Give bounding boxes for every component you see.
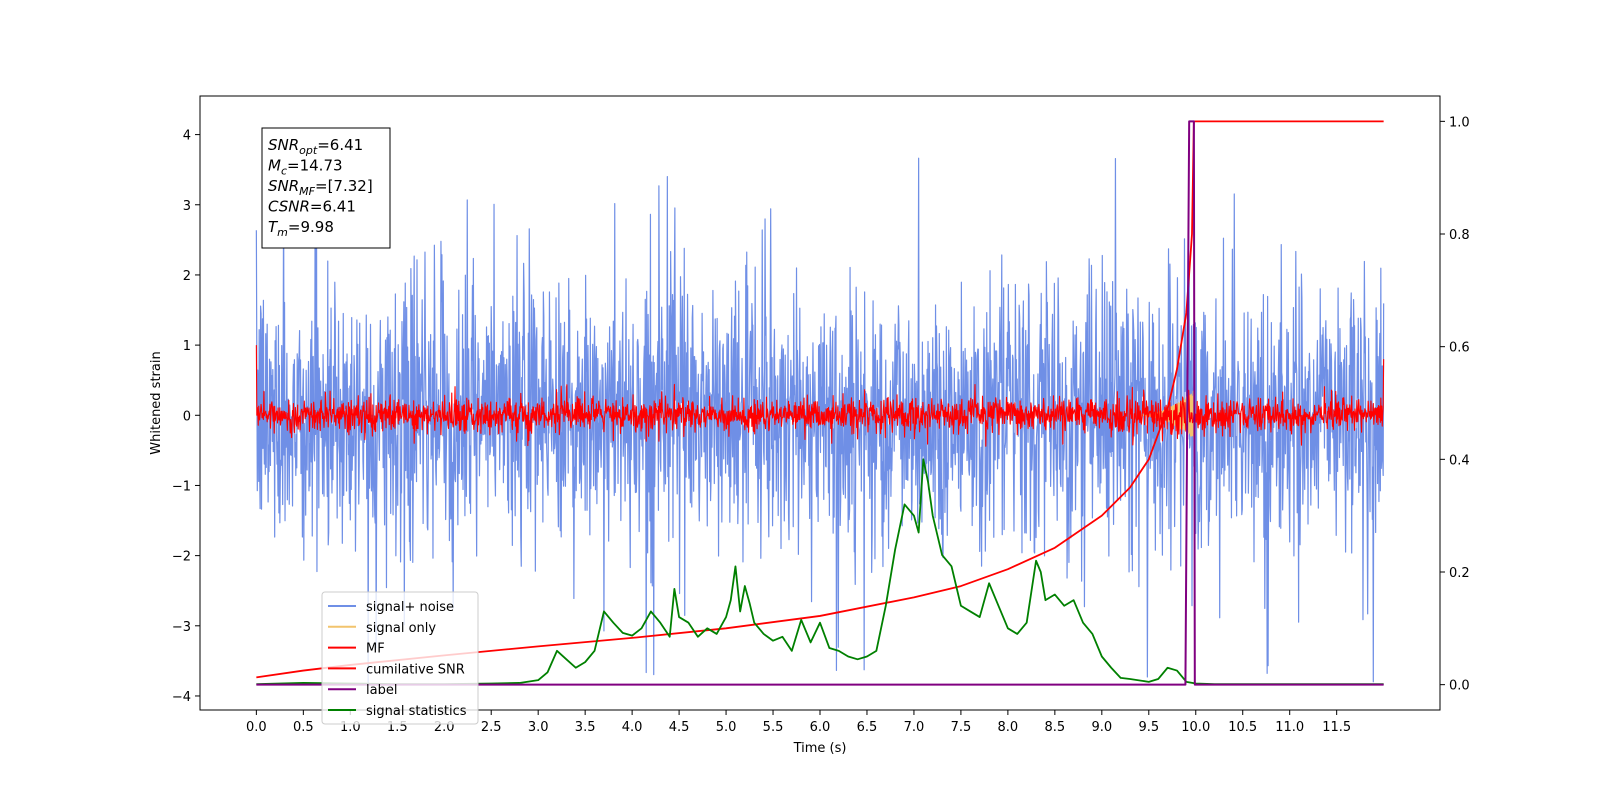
y-right-tick-label: 0.0 xyxy=(1449,679,1470,694)
x-tick-label: 11.0 xyxy=(1275,720,1304,735)
x-tick-label: 2.5 xyxy=(481,720,502,735)
x-tick-label: 8.5 xyxy=(1045,720,1066,735)
y-right-tick-label: 0.6 xyxy=(1449,341,1470,356)
x-tick-label: 10.5 xyxy=(1228,720,1257,735)
y-left-tick-label: 1 xyxy=(183,339,191,354)
legend-label: label xyxy=(366,683,397,698)
x-axis-label: Time (s) xyxy=(793,741,847,756)
x-tick-label: 9.0 xyxy=(1091,720,1112,735)
x-tick-label: 8.0 xyxy=(998,720,1019,735)
annotation-frame xyxy=(261,127,391,249)
y-right-tick-label: 0.2 xyxy=(1449,566,1470,581)
annotation-line: Tm=9.98 xyxy=(268,218,334,239)
legend-label: cumilative SNR xyxy=(366,662,465,677)
annotation-box: SNRopt=6.41Mc=14.73SNRMF=[7.32]CSNR=6.41… xyxy=(261,127,391,249)
series-signal-noise xyxy=(255,157,1385,687)
series-layer xyxy=(255,120,1385,687)
x-tick-label: 11.5 xyxy=(1322,720,1351,735)
x-tick-label: 7.0 xyxy=(904,720,925,735)
x-tick-label: 5.0 xyxy=(716,720,737,735)
x-tick-label: 7.5 xyxy=(951,720,972,735)
y-left-tick-label: 0 xyxy=(183,409,191,424)
x-tick-label: 6.0 xyxy=(810,720,831,735)
legend-frame xyxy=(321,591,479,725)
x-tick-label: 0.5 xyxy=(293,720,314,735)
y-left-tick-label: 3 xyxy=(183,199,191,214)
y-left-tick-label: 2 xyxy=(183,269,191,284)
y-right-tick-label: 1.0 xyxy=(1449,115,1470,130)
x-tick-label: 10.0 xyxy=(1181,720,1210,735)
y-left-tick-label: −1 xyxy=(172,479,191,494)
x-tick-label: 0.0 xyxy=(246,720,267,735)
legend-label: MF xyxy=(366,642,385,657)
x-tick-label: 6.5 xyxy=(857,720,878,735)
y-right-tick-label: 0.8 xyxy=(1449,228,1470,243)
y-left-tick-label: −4 xyxy=(172,690,191,705)
annotation-line: SNRopt=6.41 xyxy=(268,136,363,157)
x-tick-label: 9.5 xyxy=(1138,720,1159,735)
annotation-line: Mc=14.73 xyxy=(268,157,343,178)
annotation-line: SNRMF=[7.32] xyxy=(268,177,373,198)
annotation-line: CSNR=6.41 xyxy=(268,198,356,216)
x-tick-label: 4.0 xyxy=(622,720,643,735)
series-signal-statistics xyxy=(256,458,1384,685)
y-left-tick-label: 4 xyxy=(183,129,191,144)
x-tick-label: 3.0 xyxy=(528,720,549,735)
legend: signal+ noise signal only MF cumilative SNR… xyxy=(321,591,479,725)
y-axis-label: Whitened strain xyxy=(149,351,164,454)
legend-label: signal+ noise xyxy=(366,600,454,615)
x-tick-label: 3.5 xyxy=(575,720,596,735)
y-left-tick-label: −3 xyxy=(172,620,191,635)
series-label xyxy=(256,120,1384,686)
x-tick-label: 5.5 xyxy=(763,720,784,735)
legend-label: signal statistics xyxy=(366,704,467,719)
y-left-tick-label: −2 xyxy=(172,550,191,565)
x-tick-label: 4.5 xyxy=(669,720,690,735)
legend-label: signal only xyxy=(366,621,436,636)
series-mf xyxy=(255,345,1385,447)
y-right-tick-label: 0.4 xyxy=(1449,453,1470,468)
series-cumulative-snr xyxy=(256,120,1384,679)
